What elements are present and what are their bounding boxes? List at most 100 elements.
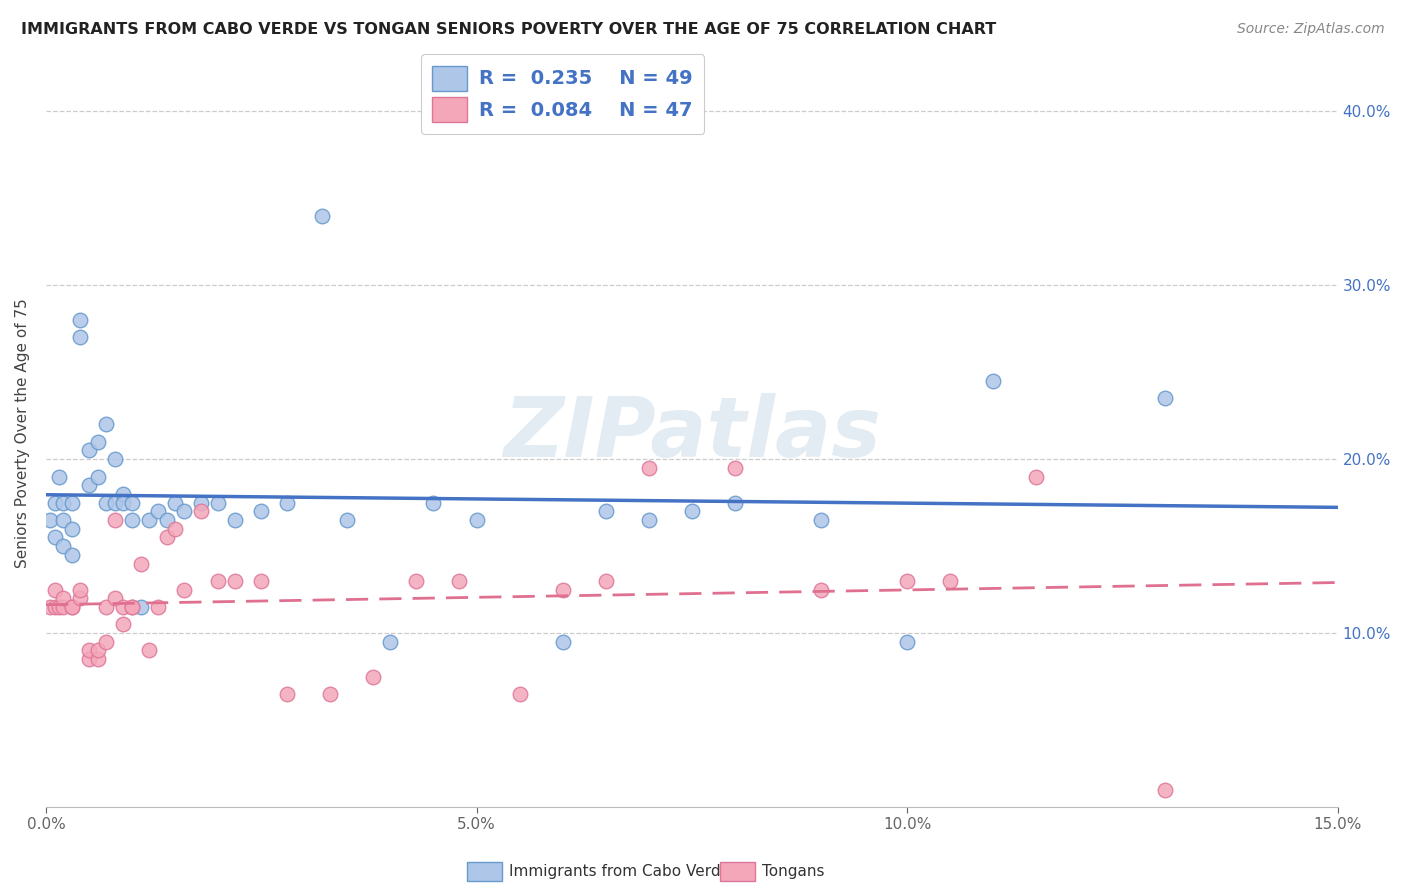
Point bbox=[1154, 782, 1177, 797]
Point bbox=[422, 495, 444, 509]
Point bbox=[104, 452, 127, 467]
Point bbox=[129, 599, 152, 614]
Point bbox=[104, 495, 127, 509]
Point bbox=[138, 513, 160, 527]
Point bbox=[1025, 469, 1047, 483]
Point bbox=[173, 504, 195, 518]
Point bbox=[146, 599, 169, 614]
Point bbox=[121, 495, 143, 509]
Point bbox=[165, 522, 187, 536]
Point bbox=[637, 513, 659, 527]
Text: Immigrants from Cabo Verde: Immigrants from Cabo Verde bbox=[509, 864, 730, 879]
Point bbox=[146, 504, 169, 518]
Point bbox=[60, 599, 83, 614]
Point bbox=[52, 599, 75, 614]
Point bbox=[44, 582, 66, 597]
Point bbox=[69, 330, 91, 344]
Point bbox=[121, 599, 143, 614]
Point bbox=[939, 574, 962, 588]
Point bbox=[276, 687, 298, 701]
Point bbox=[52, 495, 75, 509]
Point bbox=[405, 574, 427, 588]
Point bbox=[207, 495, 229, 509]
Legend: R =  0.235    N = 49, R =  0.084    N = 47: R = 0.235 N = 49, R = 0.084 N = 47 bbox=[420, 54, 704, 134]
Text: Source: ZipAtlas.com: Source: ZipAtlas.com bbox=[1237, 22, 1385, 37]
Point bbox=[60, 548, 83, 562]
Point bbox=[509, 687, 531, 701]
Point bbox=[39, 513, 62, 527]
Point bbox=[465, 513, 488, 527]
Point bbox=[112, 599, 135, 614]
Point bbox=[138, 643, 160, 657]
Point bbox=[104, 591, 127, 606]
Point bbox=[112, 617, 135, 632]
Point bbox=[60, 599, 83, 614]
Point bbox=[60, 522, 83, 536]
Point bbox=[112, 487, 135, 501]
Point bbox=[96, 417, 118, 432]
Point bbox=[1154, 392, 1177, 406]
Point bbox=[896, 574, 918, 588]
Point bbox=[311, 209, 333, 223]
Point bbox=[190, 495, 212, 509]
Point bbox=[121, 513, 143, 527]
Point bbox=[173, 582, 195, 597]
Point bbox=[96, 634, 118, 648]
Point bbox=[60, 495, 83, 509]
Point bbox=[276, 495, 298, 509]
Point bbox=[52, 539, 75, 553]
Point bbox=[380, 634, 402, 648]
Point bbox=[77, 443, 100, 458]
Point bbox=[69, 313, 91, 327]
Point bbox=[104, 513, 127, 527]
Point bbox=[224, 574, 246, 588]
Point bbox=[86, 652, 108, 666]
Point bbox=[86, 643, 108, 657]
Point bbox=[69, 582, 91, 597]
Point bbox=[336, 513, 359, 527]
Point bbox=[361, 669, 384, 683]
Point bbox=[155, 513, 177, 527]
Point bbox=[44, 530, 66, 544]
Point bbox=[724, 460, 747, 475]
Point bbox=[86, 434, 108, 449]
Text: IMMIGRANTS FROM CABO VERDE VS TONGAN SENIORS POVERTY OVER THE AGE OF 75 CORRELAT: IMMIGRANTS FROM CABO VERDE VS TONGAN SEN… bbox=[21, 22, 997, 37]
Point bbox=[129, 557, 152, 571]
Text: Tongans: Tongans bbox=[762, 864, 824, 879]
Point bbox=[637, 460, 659, 475]
Point bbox=[810, 582, 832, 597]
Point bbox=[77, 652, 100, 666]
Point bbox=[96, 599, 118, 614]
Point bbox=[810, 513, 832, 527]
Point bbox=[86, 469, 108, 483]
Point bbox=[551, 582, 574, 597]
Point bbox=[52, 513, 75, 527]
Text: ZIPatlas: ZIPatlas bbox=[503, 392, 880, 474]
Point bbox=[595, 504, 617, 518]
Y-axis label: Seniors Poverty Over the Age of 75: Seniors Poverty Over the Age of 75 bbox=[15, 298, 30, 568]
Point bbox=[77, 643, 100, 657]
Point bbox=[250, 574, 273, 588]
Point bbox=[165, 495, 187, 509]
Point bbox=[551, 634, 574, 648]
Point bbox=[724, 495, 747, 509]
Point bbox=[319, 687, 342, 701]
Point bbox=[44, 599, 66, 614]
Point bbox=[48, 599, 70, 614]
Point bbox=[112, 495, 135, 509]
Point bbox=[155, 530, 177, 544]
Point bbox=[981, 374, 1004, 388]
Point bbox=[39, 599, 62, 614]
Point bbox=[52, 591, 75, 606]
Point bbox=[681, 504, 703, 518]
Point bbox=[449, 574, 471, 588]
Point bbox=[224, 513, 246, 527]
Point bbox=[77, 478, 100, 492]
Point bbox=[69, 591, 91, 606]
Point bbox=[48, 469, 70, 483]
Point bbox=[207, 574, 229, 588]
Point bbox=[121, 599, 143, 614]
Point bbox=[250, 504, 273, 518]
Point bbox=[595, 574, 617, 588]
Point bbox=[190, 504, 212, 518]
